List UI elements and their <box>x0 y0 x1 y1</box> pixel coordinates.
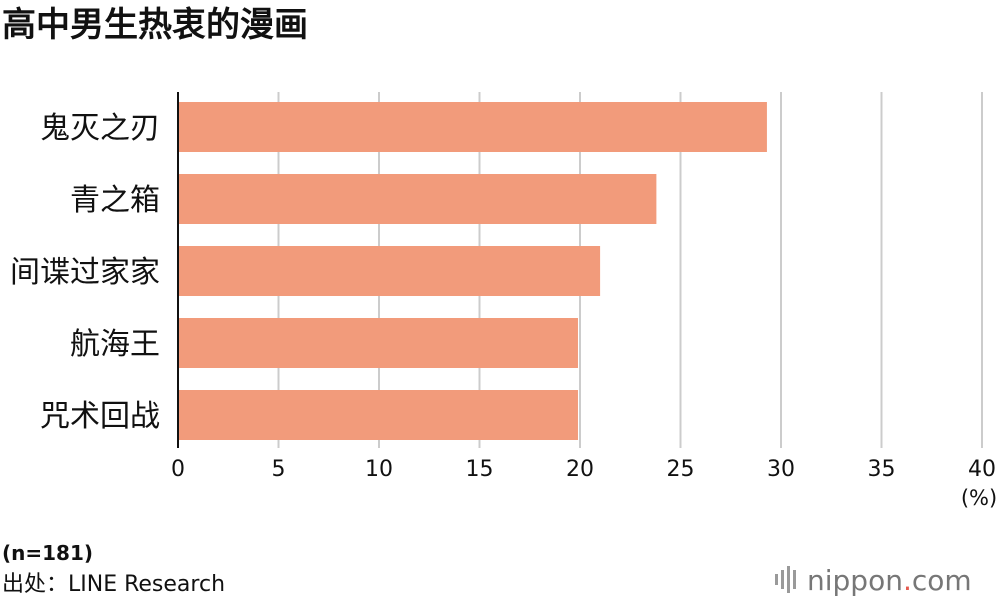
chart-title: 高中男生热衷的漫画 <box>2 5 308 45</box>
x-tick-label-4: 20 <box>566 457 594 482</box>
x-tick-label-8: 40 <box>968 457 996 482</box>
category-label-1: 青之箱 <box>70 183 160 218</box>
x-tick-label-6: 30 <box>767 457 795 482</box>
x-axis-unit-label: (%) <box>961 486 997 510</box>
bars-layer <box>178 102 767 440</box>
category-label-3: 航海王 <box>70 327 160 362</box>
brand-wordmark: nippon.com <box>807 564 972 597</box>
x-tick-label-2: 10 <box>365 457 393 482</box>
x-tick-label-7: 35 <box>868 457 896 482</box>
bar-2 <box>178 246 601 296</box>
bar-4 <box>178 390 578 440</box>
brand-suffix: com <box>912 564 972 597</box>
x-tick-label-0: 0 <box>171 457 185 482</box>
bar-1 <box>178 174 657 224</box>
x-tick-label-3: 15 <box>466 457 494 482</box>
brand-dot: . <box>903 564 912 597</box>
category-label-4: 咒术回战 <box>40 399 160 434</box>
nippon-bars-icon <box>775 566 796 593</box>
x-tick-label-5: 25 <box>667 457 695 482</box>
x-tick-label-1: 5 <box>272 457 286 482</box>
brand-name: nippon <box>807 564 903 597</box>
sample-size-note: (n=181) <box>2 541 93 565</box>
bar-3 <box>178 318 578 368</box>
bar-0 <box>178 102 767 152</box>
source-note: 出处：LINE Research <box>2 572 225 597</box>
category-label-2: 间谍过家家 <box>10 255 160 290</box>
brand-logo: nippon.com <box>775 564 972 597</box>
category-label-0: 鬼灭之刃 <box>40 111 160 146</box>
